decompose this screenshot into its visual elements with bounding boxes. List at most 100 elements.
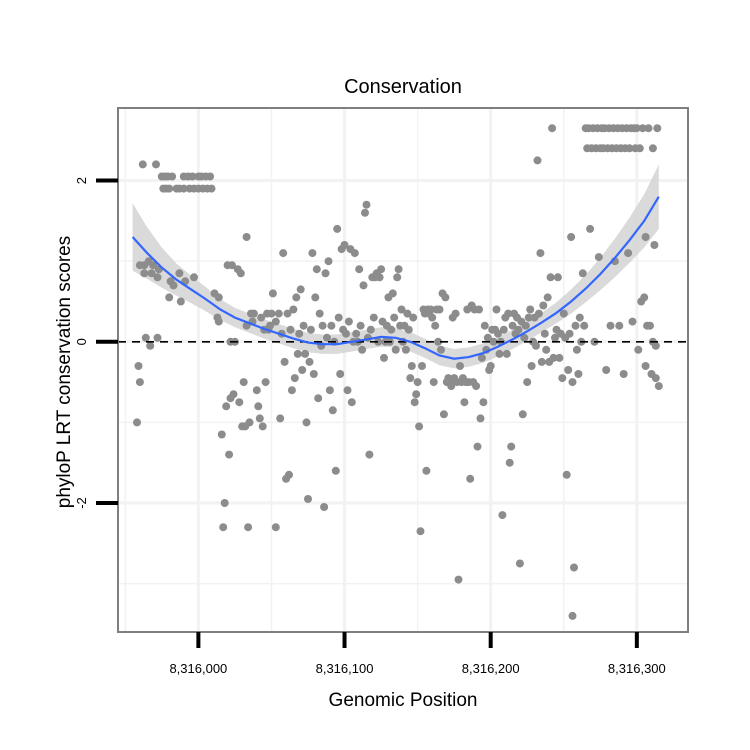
data-point [439,410,448,419]
data-point [553,273,562,282]
data-point [286,325,295,334]
data-point [551,333,559,342]
data-point [641,362,650,370]
data-point [654,382,663,391]
x-axis-title: Genomic Position [329,690,478,711]
data-point [533,156,542,165]
data-point [318,321,327,330]
data-point [245,418,254,427]
data-point [296,285,305,294]
data-point [359,281,368,290]
data-point [327,321,336,330]
x-tick-label: 8,316,100 [316,661,374,676]
data-point [219,523,228,532]
data-point [476,414,485,423]
y-tick-label: -2 [74,497,89,509]
data-point [586,224,595,233]
data-point [298,366,307,374]
data-point [225,450,234,459]
data-point [258,422,267,431]
data-point [301,349,310,358]
data-point [635,144,644,153]
data-point [308,249,317,258]
data-point [527,362,536,370]
data-point [542,345,551,354]
data-point [207,184,216,193]
data-point [526,305,535,314]
data-point [628,317,637,326]
chart-title: Conservation [344,76,462,98]
smooth-line-layer [131,196,660,360]
data-point [546,273,555,282]
data-point [504,309,513,318]
data-point [274,309,283,318]
data-point [239,378,248,387]
data-point [377,265,386,274]
data-point [548,124,557,133]
plot-frame [117,107,689,633]
x-tick-label: 8,316,200 [462,661,520,676]
data-point [413,378,422,387]
data-point [299,321,308,330]
data-point [422,466,431,475]
data-point [134,362,143,370]
data-point [625,144,634,153]
data-point [571,321,580,330]
data-point [366,325,375,334]
data-point [477,353,486,362]
data-point [406,374,415,383]
data-point [190,273,198,282]
data-point [508,321,517,330]
x-tick-label: 8,316,300 [608,661,666,676]
data-point [168,172,177,181]
data-point [244,523,253,532]
data-point [518,410,527,419]
data-point [169,281,178,290]
data-point [634,345,643,354]
data-point [380,353,388,362]
data-point [441,293,450,302]
data-point [619,370,628,378]
data-point [285,470,293,479]
smooth-line [131,196,660,360]
data-point [358,345,367,354]
data-point [355,265,364,274]
data-point [567,233,576,241]
data-point [515,559,524,568]
data-point [555,353,564,362]
data-point [153,333,162,342]
data-point [374,337,383,346]
data-point [412,390,421,399]
data-point [624,249,633,258]
data-point [602,366,611,374]
data-point [140,269,149,278]
data-point [429,378,438,387]
data-point [653,124,662,133]
data-point [257,313,266,322]
data-point [356,321,365,330]
data-point [153,273,162,282]
data-point [146,341,155,350]
data-point [434,337,443,346]
data-point [532,341,540,350]
data-point [391,345,400,354]
data-point [336,370,345,378]
data-point [343,386,352,395]
data-point [279,249,288,258]
data-point [394,265,403,274]
data-point [489,337,498,346]
data-point [179,184,188,193]
data-point [280,357,289,366]
data-point [365,450,374,459]
data-point [568,378,577,387]
data-point [138,160,147,169]
data-point [570,563,578,572]
data-point [344,317,353,326]
data-point [165,184,174,193]
data-point [520,333,529,342]
data-point [638,124,647,133]
data-point [498,511,507,520]
data-point [456,362,464,370]
data-point [594,253,603,262]
data-point [416,527,425,536]
